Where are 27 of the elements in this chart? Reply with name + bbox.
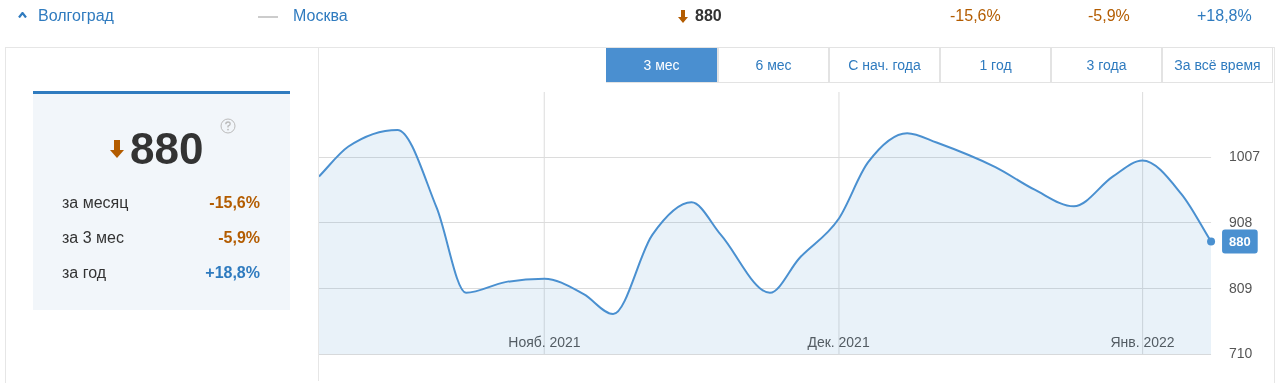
- text: -15,6%: [950, 7, 1001, 25]
- y-tick-label: 809: [1229, 279, 1253, 296]
- text: 3 мес: [606, 47, 718, 83]
- x-tick-label: Дек. 2021: [807, 333, 870, 350]
- text: С нач. года: [829, 47, 940, 83]
- text: -5,9%: [1088, 7, 1130, 25]
- text: Москва: [293, 7, 348, 25]
- text: за год: [62, 264, 107, 282]
- text: 6 мес: [718, 47, 829, 83]
- text: 1 год: [940, 47, 1051, 83]
- x-tick-label: Нояб. 2021: [508, 333, 581, 350]
- text: -5,9%: [218, 229, 260, 247]
- text: 880: [695, 7, 722, 25]
- data-label: 880: [1229, 234, 1251, 250]
- text: За всё время: [1162, 47, 1273, 83]
- y-tick-label: 908: [1229, 213, 1253, 230]
- text: +18,8%: [1197, 7, 1252, 25]
- text: за 3 мес: [62, 229, 124, 247]
- text: 880: [130, 124, 204, 174]
- y-tick-label: 710: [1229, 345, 1253, 362]
- y-tick-label: 1007: [1229, 148, 1261, 165]
- text: -15,6%: [209, 194, 260, 212]
- text: 3 года: [1051, 47, 1162, 83]
- text: +18,8%: [205, 264, 260, 282]
- x-tick-label: Янв. 2022: [1110, 333, 1175, 350]
- text: за месяц: [62, 194, 129, 212]
- text: Волгоград: [38, 7, 114, 25]
